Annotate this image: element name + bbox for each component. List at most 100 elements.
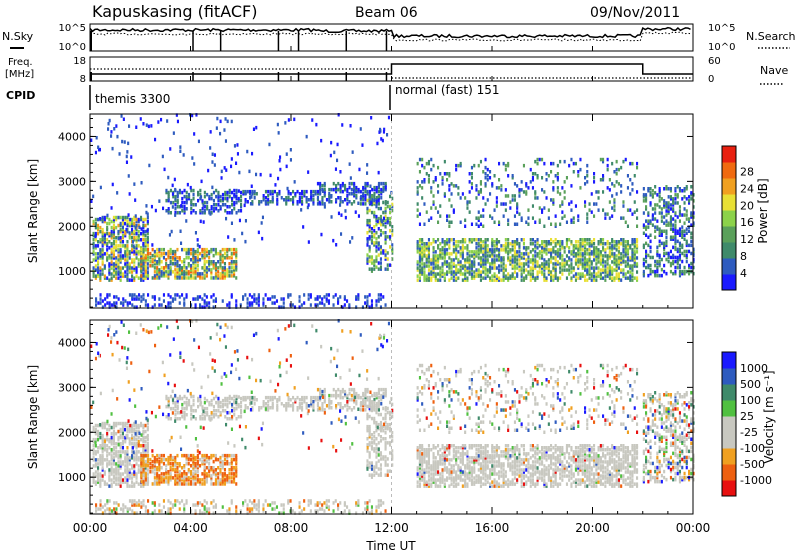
power-cell: [421, 268, 424, 272]
velocity-cell: [131, 425, 134, 430]
velocity-cell: [97, 478, 100, 482]
power-cell: [226, 274, 229, 278]
power-cell: [276, 198, 279, 202]
power-cell: [586, 270, 589, 274]
power-cell: [362, 185, 365, 190]
power-cell: [602, 174, 605, 178]
velocity-cell: [99, 484, 102, 488]
velocity-cell: [117, 482, 120, 486]
power-cell: [667, 207, 670, 211]
power-cell: [199, 303, 202, 307]
power-cell: [103, 240, 106, 244]
power-cell: [262, 303, 265, 307]
power-cell: [450, 272, 453, 276]
velocity-cell: [176, 411, 179, 415]
power-cell: [563, 246, 566, 250]
velocity-cell: [205, 480, 208, 484]
power-cell: [678, 229, 682, 233]
velocity-cell: [119, 435, 122, 440]
power-cell: [565, 244, 569, 248]
power-cell: [124, 231, 127, 236]
power-cell: [663, 203, 666, 207]
power-cell: [593, 276, 596, 280]
power-cell: [586, 212, 589, 216]
power-cell: [146, 270, 149, 274]
power-speckle: [236, 143, 239, 147]
power-cell: [181, 293, 184, 297]
power-cell: [423, 250, 426, 254]
power-cell: [597, 208, 600, 212]
power-cell: [323, 192, 326, 196]
velocity-cell: [142, 431, 145, 436]
power-cell: [617, 276, 621, 280]
power-cell: [654, 211, 657, 215]
power-cell: [663, 247, 666, 252]
power-cell: [563, 264, 566, 268]
power-cell: [242, 189, 245, 194]
power-cell: [459, 252, 462, 256]
power-cell: [491, 258, 494, 262]
power-cell: [581, 254, 584, 258]
power-cell: [346, 196, 349, 200]
power-cell: [169, 200, 173, 205]
power-cell: [663, 269, 666, 274]
power-cell: [287, 295, 290, 299]
power-cell: [446, 218, 449, 222]
power-cell: [192, 196, 195, 201]
power-cell: [538, 270, 541, 274]
power-cell: [570, 278, 573, 282]
power-cell: [577, 170, 580, 174]
power-cell: [613, 256, 616, 260]
power-cell: [185, 256, 188, 260]
power-cell: [185, 200, 188, 205]
power-cell: [579, 167, 582, 172]
power-cell: [427, 276, 431, 280]
power-cell: [214, 297, 218, 301]
power-cell: [520, 262, 523, 266]
power-cell: [92, 221, 95, 226]
power-cell: [651, 217, 654, 221]
power-cell: [432, 262, 435, 266]
power-speckle: [241, 231, 244, 236]
power-cell: [574, 254, 578, 258]
power-cell: [615, 262, 618, 266]
velocity-cell: [176, 480, 179, 484]
velocity-cell: [97, 423, 100, 428]
power-cell: [543, 268, 546, 272]
power-cell: [536, 196, 539, 200]
power-cell: [611, 161, 614, 166]
power-cell: [527, 270, 530, 274]
velocity-cell: [162, 478, 166, 482]
velocity-cell: [135, 480, 138, 484]
power-cell: [479, 240, 483, 244]
velocity-cell: [92, 427, 95, 432]
power-cell: [556, 276, 559, 280]
power-cell: [267, 200, 270, 204]
velocity-cell: [133, 423, 136, 428]
power-cell: [124, 299, 127, 303]
power-cell: [368, 208, 371, 213]
power-cell: [692, 199, 695, 203]
power-cell: [500, 268, 503, 272]
power-cell: [110, 262, 113, 266]
power-cell: [391, 251, 394, 255]
power-speckle: [361, 143, 364, 147]
power-speckle: [357, 201, 360, 205]
power-cell: [570, 264, 573, 268]
power-cell: [448, 184, 451, 188]
power-cell: [633, 258, 636, 262]
velocity-cell: [94, 437, 97, 442]
power-cell: [527, 186, 530, 190]
power-speckle: [311, 118, 314, 122]
power-cell: [101, 268, 104, 272]
power-cell: [484, 252, 487, 256]
power-speckle: [370, 201, 373, 205]
power-speckle: [90, 199, 93, 203]
power-cell: [579, 244, 582, 248]
power-cell: [321, 202, 324, 206]
power-cell: [536, 264, 539, 268]
power-cell: [674, 225, 677, 229]
velocity-cell: [133, 484, 136, 488]
power-cell: [683, 213, 686, 217]
power-cell: [468, 250, 471, 254]
